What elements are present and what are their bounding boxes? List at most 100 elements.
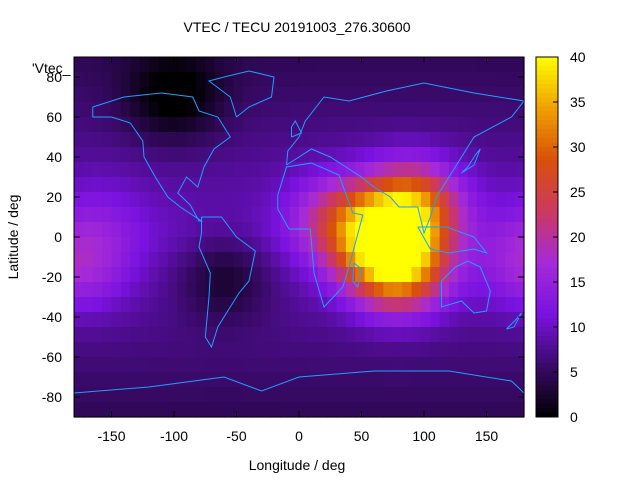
heatmap-cell: [439, 357, 450, 373]
heatmap-cell: [280, 252, 291, 268]
heatmap-cell: [411, 237, 422, 253]
heatmap-cell: [130, 327, 141, 343]
heatmap-cell: [364, 297, 375, 313]
heatmap-cell: [458, 102, 469, 118]
heatmap-cell: [102, 402, 113, 418]
heatmap-cell: [486, 222, 497, 238]
heatmap-cell: [139, 177, 150, 193]
x-axis-label: Longitude / deg: [249, 457, 346, 473]
heatmap-cell: [299, 282, 309, 298]
colorbar-segment: [536, 381, 558, 386]
heatmap-cell: [83, 372, 94, 388]
heatmap-cell: [336, 312, 347, 328]
heatmap-cell: [336, 237, 347, 253]
heatmap-cell: [392, 237, 403, 253]
heatmap-cell: [111, 297, 122, 313]
heatmap-cell: [327, 252, 338, 268]
heatmap-cell: [261, 402, 272, 418]
heatmap-cell: [439, 387, 450, 403]
heatmap-cell: [430, 132, 441, 148]
heatmap-cell: [242, 192, 253, 208]
heatmap-cell: [261, 132, 272, 148]
heatmap-cell: [270, 387, 281, 403]
heatmap-cell: [252, 237, 263, 253]
heatmap-cell: [439, 162, 450, 178]
coastline: [291, 119, 303, 138]
heatmap-cell: [411, 87, 422, 103]
heatmap-cell: [139, 132, 150, 148]
heatmap-cell: [92, 282, 103, 298]
colorbar-segment: [536, 178, 558, 184]
heatmap-cell: [149, 117, 159, 133]
heatmap-cell: [74, 132, 84, 148]
heatmap-cell: [195, 252, 206, 268]
heatmap-cell: [439, 297, 450, 313]
heatmap-cell: [345, 402, 356, 418]
heatmap-cell: [280, 297, 291, 313]
heatmap-cell: [120, 297, 131, 313]
heatmap-cell: [345, 342, 356, 358]
heatmap-cell: [177, 117, 188, 133]
heatmap-cell: [420, 237, 431, 253]
heatmap-cell: [439, 237, 450, 253]
colorbar-segment: [536, 174, 558, 179]
heatmap-cell: [233, 372, 244, 388]
heatmap-cell: [74, 297, 84, 313]
heatmap-cell: [186, 387, 197, 403]
heatmap-cell: [214, 402, 225, 418]
heatmap-cell: [486, 192, 497, 208]
heatmap-cell: [327, 342, 338, 358]
heatmap-cell: [514, 222, 525, 238]
heatmap-cell: [158, 297, 169, 313]
heatmap-cell: [430, 327, 441, 343]
heatmap-cell: [252, 387, 263, 403]
heatmap-cell: [92, 147, 103, 163]
heatmap-cell: [252, 132, 263, 148]
heatmap-cell: [261, 102, 272, 118]
heatmap-cell: [299, 252, 309, 268]
heatmap-cell: [336, 357, 347, 373]
heatmap-cell: [186, 297, 197, 313]
heatmap-cell: [92, 222, 103, 238]
heatmap-cell: [252, 87, 263, 103]
heatmap-cell: [374, 57, 384, 73]
heatmap-cell: [505, 402, 516, 418]
heatmap-cell: [327, 72, 338, 88]
heatmap-cell: [214, 102, 225, 118]
heatmap-cell: [270, 237, 281, 253]
heatmap-cell: [83, 267, 94, 283]
heatmap-cell: [317, 162, 328, 178]
heatmap-cell: [195, 177, 206, 193]
heatmap-cell: [486, 282, 497, 298]
heatmap-cell: [374, 282, 384, 298]
heatmap-cell: [420, 147, 431, 163]
heatmap-cell: [289, 57, 300, 73]
coastline: [207, 70, 275, 118]
heatmap-cell: [130, 387, 141, 403]
heatmap-cell: [477, 237, 488, 253]
heatmap-cell: [214, 327, 225, 343]
heatmap-cell: [280, 192, 291, 208]
heatmap-cell: [411, 357, 422, 373]
heatmap-cell: [270, 312, 281, 328]
heatmap-cell: [205, 87, 216, 103]
heatmap-cell: [439, 282, 450, 298]
heatmap-cell: [167, 72, 178, 88]
heatmap-cell: [252, 402, 263, 418]
colorbar-segment: [536, 408, 558, 413]
heatmap-cell: [224, 357, 234, 373]
heatmap-cell: [270, 282, 281, 298]
heatmap-cell: [383, 72, 394, 88]
heatmap-cell: [299, 192, 309, 208]
heatmap-cell: [458, 327, 469, 343]
heatmap-cell: [355, 177, 366, 193]
heatmap-cell: [242, 162, 253, 178]
heatmap-cell: [130, 312, 141, 328]
heatmap-cell: [270, 132, 281, 148]
heatmap-cell: [505, 72, 516, 88]
heatmap-cell: [495, 297, 506, 313]
heatmap-cell: [270, 87, 281, 103]
heatmap-cell: [111, 252, 122, 268]
heatmap-cell: [205, 252, 216, 268]
heatmap-cell: [374, 237, 384, 253]
